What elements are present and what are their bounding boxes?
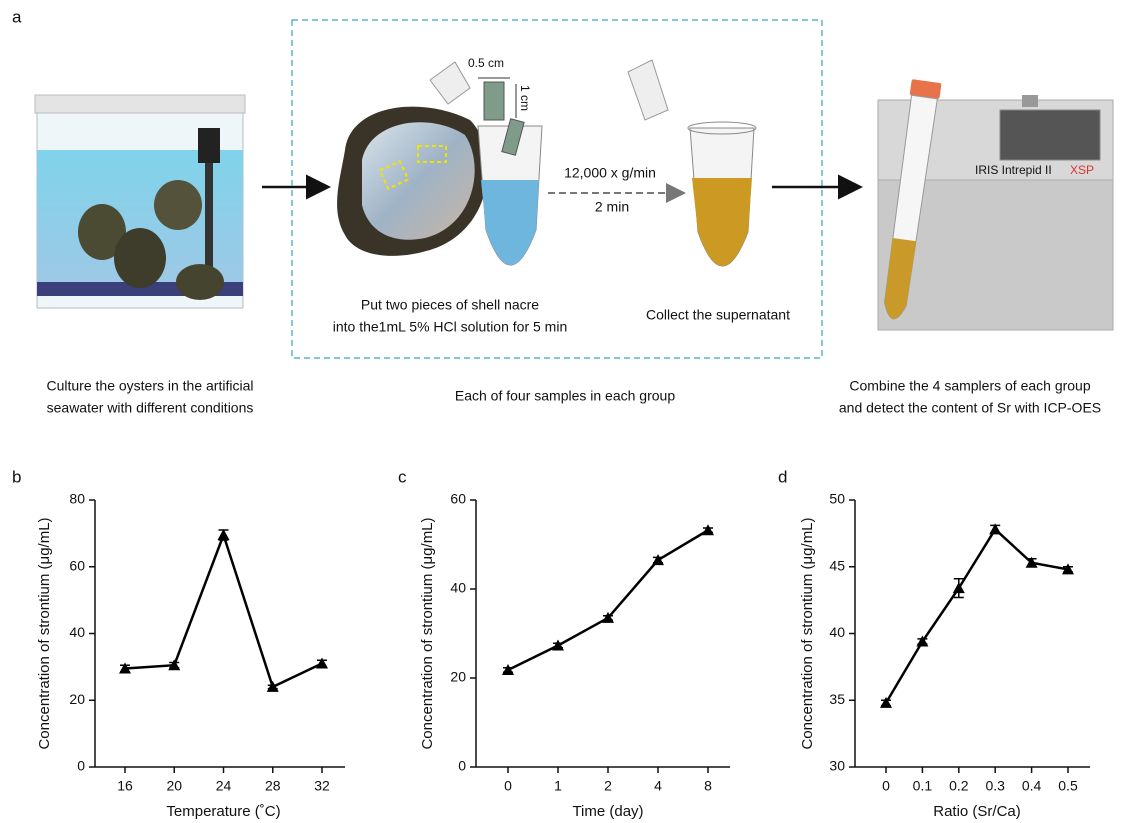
step-text: and detect the content of Sr with ICP-OE… — [839, 400, 1101, 416]
y-tick-label: 35 — [829, 691, 845, 707]
data-point — [502, 664, 514, 675]
data-line — [125, 535, 322, 687]
y-tick-label: 20 — [450, 669, 466, 685]
x-tick-label: 4 — [654, 778, 662, 794]
data-line — [508, 530, 708, 670]
data-point — [552, 640, 564, 651]
x-tick-label: 24 — [216, 778, 232, 794]
x-tick-label: 0.3 — [985, 778, 1005, 794]
dimension-label: 1 cm — [518, 85, 532, 111]
x-tick-label: 2 — [604, 778, 612, 794]
step-text: into the1mL 5% HCl solution for 5 min — [333, 319, 567, 335]
y-tick-label: 20 — [69, 691, 85, 707]
step-text: Collect the supernatant — [646, 307, 790, 323]
y-tick-label: 0 — [458, 758, 466, 774]
y-tick-label: 60 — [69, 557, 85, 573]
step-text: Culture the oysters in the artificial — [47, 378, 254, 394]
instrument — [878, 79, 1113, 330]
data-point — [702, 524, 714, 535]
x-tick-label: 0.2 — [949, 778, 969, 794]
data-point — [267, 681, 279, 692]
x-tick-label: 28 — [265, 778, 281, 794]
x-axis-label: Temperature (˚C) — [166, 803, 280, 820]
dimension-label: 0.5 cm — [468, 56, 504, 70]
centrifuge-time: 2 min — [595, 199, 629, 215]
data-point — [652, 554, 664, 565]
panel-label: d — [778, 467, 787, 486]
panel-label: c — [398, 467, 407, 486]
step-text: Each of four samples in each group — [455, 388, 675, 404]
instrument-label: IRIS Intrepid II — [975, 163, 1052, 177]
x-tick-label: 0 — [504, 778, 512, 794]
step-text: Combine the 4 samplers of each group — [849, 378, 1090, 394]
data-line — [886, 529, 1068, 703]
y-tick-label: 30 — [829, 758, 845, 774]
y-tick-label: 50 — [829, 491, 845, 507]
x-tick-label: 8 — [704, 778, 712, 794]
x-tick-label: 0 — [882, 778, 890, 794]
x-tick-label: 16 — [117, 778, 133, 794]
y-axis-label: Concentration of strontium (μg/mL) — [419, 517, 436, 749]
y-tick-label: 0 — [77, 758, 85, 774]
x-tick-label: 0.1 — [913, 778, 933, 794]
data-point — [316, 658, 328, 669]
step-text: seawater with different conditions — [47, 400, 254, 416]
tube-supernatant — [628, 60, 756, 266]
shell — [337, 107, 488, 256]
x-axis-label: Time (day) — [572, 803, 643, 820]
x-axis-label: Ratio (Sr/Ca) — [933, 803, 1021, 820]
x-tick-label: 20 — [166, 778, 182, 794]
data-point — [953, 582, 965, 593]
y-tick-label: 60 — [450, 491, 466, 507]
instrument-label: XSP — [1070, 163, 1094, 177]
panel-label: b — [12, 467, 21, 486]
y-axis-label: Concentration of strontium (μg/mL) — [36, 517, 53, 749]
y-axis-label: Concentration of strontium (μg/mL) — [799, 517, 816, 749]
y-tick-label: 40 — [69, 624, 85, 640]
aquarium — [35, 95, 245, 308]
x-tick-label: 32 — [314, 778, 330, 794]
y-tick-label: 80 — [69, 491, 85, 507]
centrifuge-speed: 12,000 x g/min — [564, 165, 656, 181]
figure: a 0.5 cm 1 cm 12,000 x g/min 2 min — [0, 0, 1131, 823]
page: a 0.5 cm 1 cm 12,000 x g/min 2 min — [0, 0, 1131, 823]
x-tick-label: 1 — [554, 778, 562, 794]
panel-label: a — [12, 7, 22, 26]
y-tick-label: 45 — [829, 557, 845, 573]
x-tick-label: 0.4 — [1022, 778, 1042, 794]
y-tick-label: 40 — [450, 580, 466, 596]
step-text: Put two pieces of shell nacre — [361, 297, 539, 313]
data-point — [880, 697, 892, 708]
y-tick-label: 40 — [829, 624, 845, 640]
x-tick-label: 0.5 — [1058, 778, 1078, 794]
